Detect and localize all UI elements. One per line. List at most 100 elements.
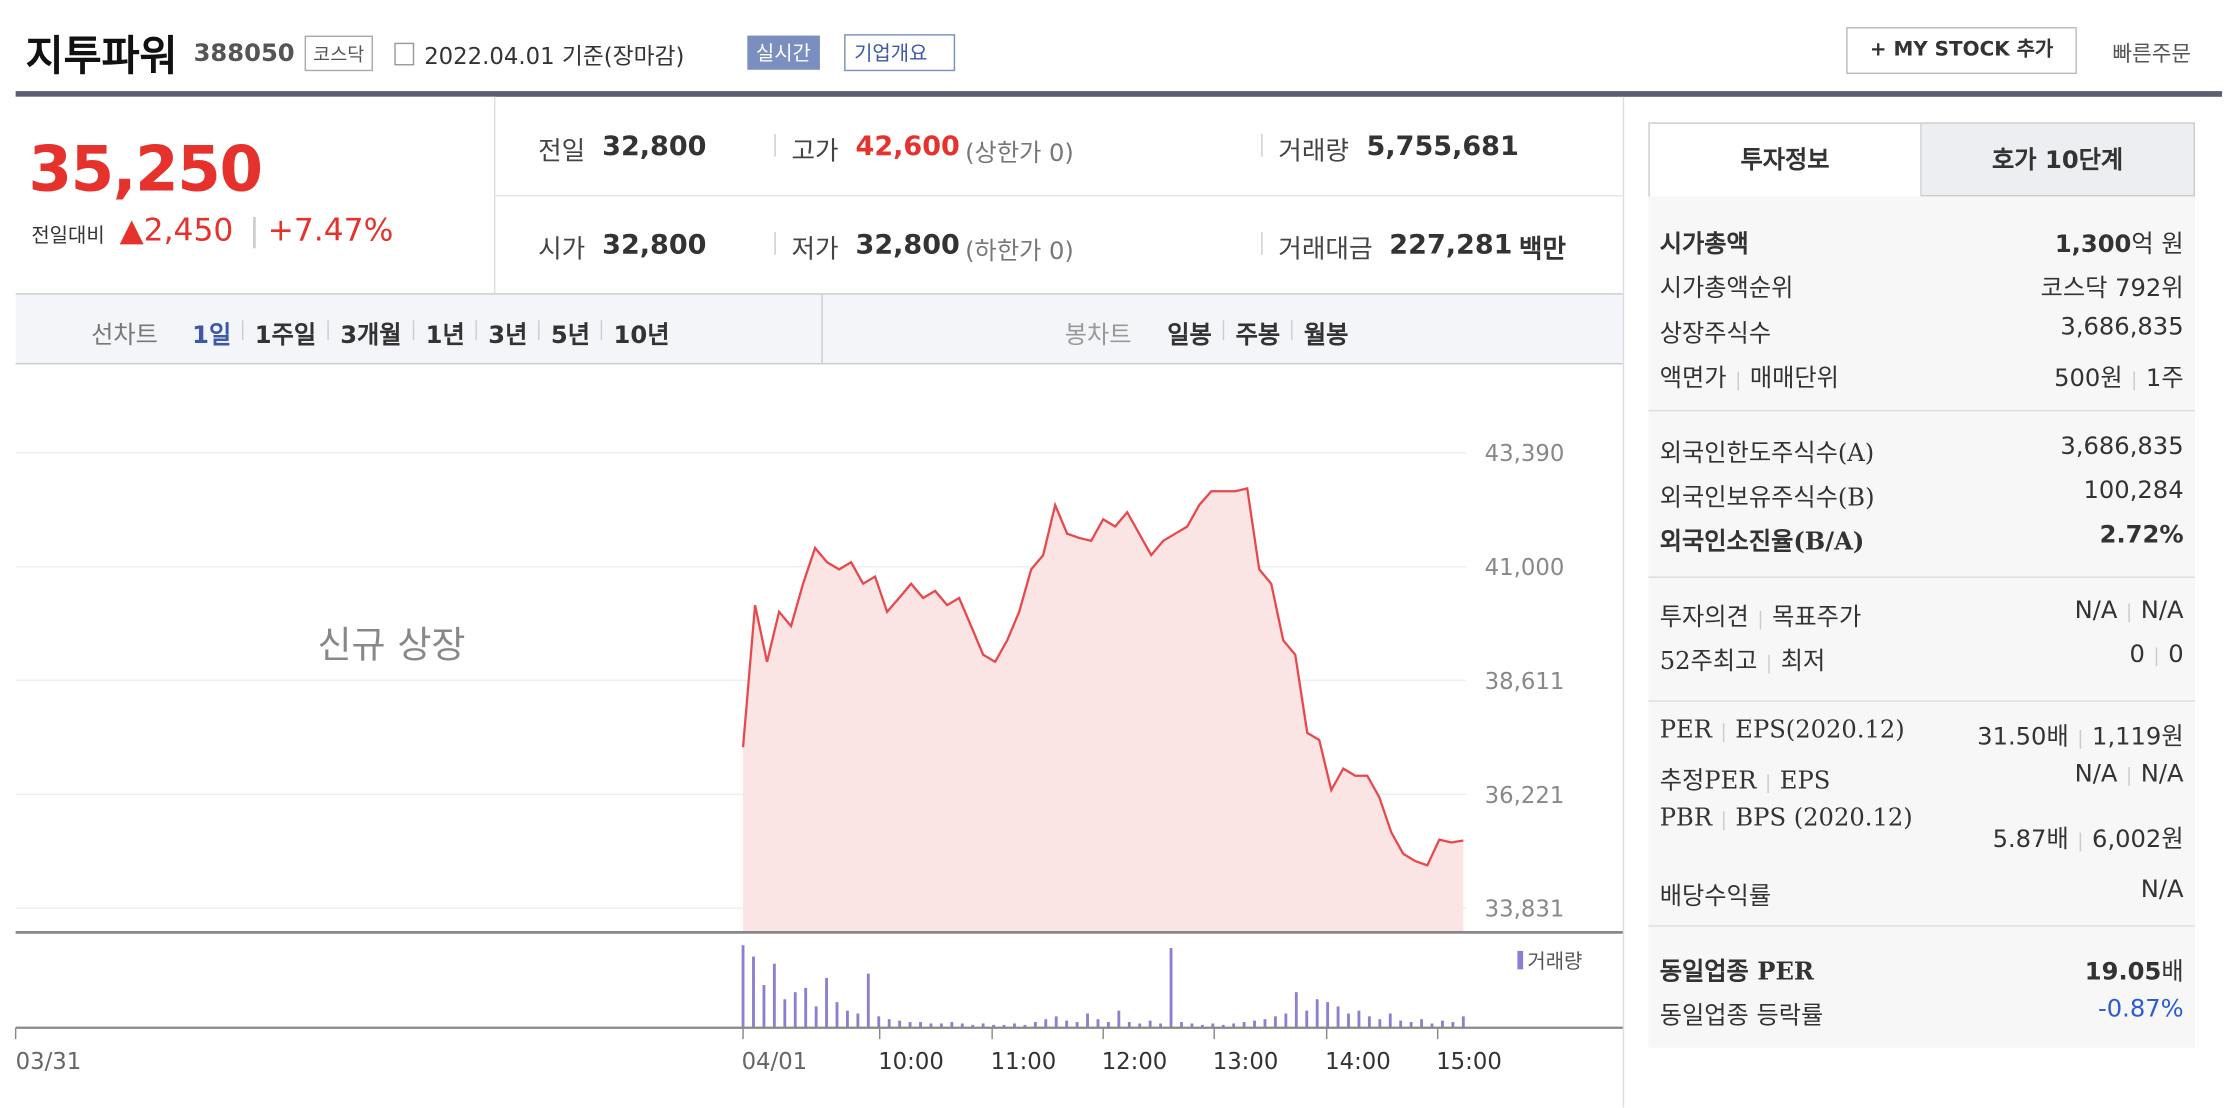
period-tab[interactable]: 1일 — [192, 321, 232, 351]
volume-bar — [793, 992, 797, 1028]
overview-dropdown[interactable]: 기업개요 — [844, 34, 955, 72]
info-label: 추정PER | EPS — [1660, 760, 1831, 796]
value-part: 1,300 — [2054, 230, 2132, 260]
info-value: 100,284 — [2084, 477, 2184, 505]
value-part: -0.87% — [2097, 995, 2184, 1024]
volume-bar — [1294, 992, 1298, 1028]
volume-bar — [835, 1002, 839, 1028]
base-date: 2022.04.01 기준(장마감) — [424, 42, 685, 70]
section-rule — [1648, 576, 2195, 578]
quote-value: 42,600 — [855, 130, 960, 163]
candle-tab[interactable]: 주봉 — [1235, 321, 1281, 351]
info-label: 시가총액순위 — [1660, 268, 1794, 303]
volume-bar — [1399, 1020, 1403, 1028]
quick-order[interactable]: 빠른주문 — [2112, 41, 2192, 67]
label-part: 최저 — [1780, 647, 1826, 677]
period-tab[interactable]: 10년 — [613, 321, 670, 351]
volume-bar — [1065, 1020, 1069, 1028]
realtime-button[interactable]: 실시간 — [747, 35, 820, 70]
volume-bar — [1023, 1024, 1027, 1028]
value-part: 3,686,835 — [2060, 432, 2184, 462]
value-part: 100,284 — [2083, 476, 2184, 506]
volume-bar — [752, 956, 755, 1028]
label-part: 투자의견 — [1659, 603, 1749, 633]
annotation: 신규 상장 — [317, 624, 465, 667]
volume-bar — [772, 963, 776, 1028]
candle-tab[interactable]: 월봉 — [1303, 321, 1349, 351]
volume-bar — [939, 1023, 943, 1028]
separator: | — [2153, 646, 2160, 668]
volume-bar — [1002, 1024, 1006, 1028]
volume-bar — [1274, 1016, 1277, 1028]
separator: | — [1735, 370, 1742, 392]
calendar-icon — [394, 42, 415, 66]
info-label: 외국인한도주식수(A) — [1660, 433, 1874, 468]
label-part: PBR — [1659, 804, 1713, 833]
panel-divider — [1622, 96, 1625, 1108]
period-tab[interactable]: 1주일 — [254, 321, 317, 351]
volume-bar — [1190, 1023, 1194, 1028]
period-tab[interactable]: 3개월 — [340, 321, 402, 351]
period-tab[interactable]: 5년 — [550, 321, 590, 351]
volume-bar — [1106, 1022, 1110, 1028]
separator: | — [1757, 609, 1764, 631]
label-part: 상장주식수 — [1659, 320, 1772, 349]
quote-label: 전일 — [538, 136, 586, 167]
x-tick-label: 11:00 — [991, 1049, 1057, 1075]
volume-bar — [1430, 1023, 1434, 1028]
volume-bar — [1305, 1010, 1309, 1028]
label-part: 시가총액 — [1659, 230, 1749, 260]
info-value: N/A | N/A — [2075, 596, 2184, 624]
volume-bar — [908, 1022, 912, 1028]
label-part: 매매단위 — [1749, 364, 1839, 393]
tab-separator — [412, 320, 415, 341]
info-value: 500원 | 1주 — [2054, 357, 2183, 392]
panel-tab[interactable]: 투자정보 — [1648, 122, 1922, 197]
volume-bar — [887, 1019, 891, 1028]
tab-divider — [821, 294, 823, 363]
mystock-button[interactable]: + MY STOCK 추가 — [1846, 27, 2077, 75]
value-part: 2.72% — [2099, 520, 2184, 550]
tab-separator — [327, 320, 329, 341]
separator — [774, 232, 776, 255]
separator: | — [2077, 831, 2084, 853]
section-rule — [1648, 700, 2195, 702]
value-part: 코스닥 792위 — [2040, 274, 2184, 304]
volume-bar — [1378, 1019, 1382, 1028]
x-tick-label: 15:00 — [1436, 1049, 1502, 1075]
period-tab[interactable]: 1년 — [425, 321, 465, 351]
quote-note: (상한가 0) — [965, 139, 1074, 168]
value-part: 6,002원 — [2092, 825, 2184, 855]
volume-bar — [971, 1024, 975, 1028]
info-label: PER | EPS(2020.12) — [1660, 716, 1905, 744]
volume-bar — [929, 1023, 933, 1028]
volume-bar — [960, 1023, 964, 1028]
y-tick-label: 38,611 — [1485, 669, 1565, 695]
value-part: N/A — [2140, 875, 2184, 904]
label-part: EPS — [1779, 767, 1831, 796]
value-part: N/A — [2074, 596, 2118, 625]
header-rule — [15, 91, 2223, 97]
info-label: 외국인소진율(B/A) — [1660, 521, 1865, 556]
x-tick-label: 04/01 — [742, 1049, 808, 1075]
stock-code: 388050 — [193, 39, 295, 69]
market-badge: 코스닥 — [304, 35, 373, 72]
tab-separator — [475, 320, 477, 341]
tab-separator — [538, 320, 540, 341]
value-part: 억 원 — [2131, 230, 2184, 260]
volume-bar — [1221, 1024, 1225, 1028]
volume-bar — [1388, 1013, 1392, 1028]
volume-bar — [846, 1010, 849, 1028]
volume-bar — [1138, 1023, 1142, 1028]
panel-tab[interactable]: 호가 10단계 — [1921, 122, 2195, 197]
volume-bar — [981, 1023, 985, 1028]
period-tab[interactable]: 3년 — [488, 321, 528, 351]
candle-tab[interactable]: 일봉 — [1167, 321, 1212, 351]
label-part: 동일업종 PER — [1659, 957, 1815, 987]
chart-tab-bar — [15, 293, 1623, 365]
info-value: 19.05배 — [2085, 951, 2184, 986]
y-tick-label: 41,000 — [1485, 555, 1565, 581]
label-part: 목표주가 — [1772, 603, 1862, 633]
change-percent: +7.47% — [267, 213, 394, 250]
current-price: 35,250 — [28, 133, 263, 207]
